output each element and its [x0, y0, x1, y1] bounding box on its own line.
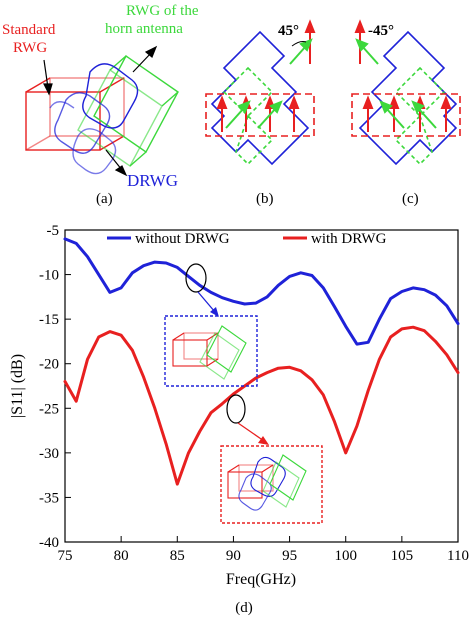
panel-b-caption: (b) — [256, 191, 274, 207]
panel-c-angle-label: -45° — [368, 23, 394, 39]
x-tick-label: 110 — [447, 548, 469, 564]
x-axis-ticks: 75 80 85 90 95 100 105 110 — [58, 536, 469, 564]
panel-c: -45° (c) — [351, 19, 461, 207]
x-tick-label: 75 — [58, 548, 73, 564]
x-axis-label: Freq(GHz) — [226, 571, 296, 588]
y-axis-label: |S11| (dB) — [9, 354, 26, 418]
horn-rwg-label-line1: RWG of the — [126, 3, 199, 19]
inset-box-without-drwg — [164, 315, 258, 387]
y-axis-ticks: -5 -10 -15 -20 -25 -30 -35 -40 — [39, 223, 71, 551]
panel-b-aperture — [205, 93, 315, 137]
y-tick-label: -10 — [39, 268, 59, 284]
panel-b-green-arrows — [225, 38, 313, 129]
s11-chart: -5 -10 -15 -20 -25 -30 -35 -40 75 80 85 90 95 100 105… — [9, 223, 469, 616]
drwg-label: DRWG — [127, 171, 178, 190]
x-tick-label: 80 — [114, 548, 129, 564]
x-tick-label: 85 — [170, 548, 185, 564]
horn-rwg-label-line2: horn antenna — [105, 21, 183, 37]
plot-frame — [64, 229, 459, 543]
panel-c-aperture — [351, 93, 461, 137]
y-tick-label: -30 — [39, 446, 59, 462]
panel-a-arrows — [43, 45, 158, 177]
y-tick-label: -40 — [39, 535, 59, 551]
y-tick-label: -35 — [39, 490, 59, 506]
series-line-without-drwg — [63, 237, 460, 346]
drwg-drawing — [49, 63, 139, 175]
legend: without DRWG with DRWG — [107, 231, 387, 247]
panel-d-caption: (d) — [235, 600, 253, 616]
inset-box-with-drwg — [220, 445, 323, 524]
inset-drawing-with-drwg — [227, 454, 307, 511]
inset-drawing-without-drwg — [172, 325, 247, 380]
annotation-arrow-red — [258, 436, 269, 445]
horn-rwg-drawing — [77, 54, 179, 168]
series-line-with-drwg — [63, 325, 460, 486]
annotation-ellipse-blue — [185, 263, 207, 293]
y-tick-label: -15 — [39, 312, 59, 328]
annotation-without-drwg — [164, 263, 258, 387]
panel-c-green-arrows — [355, 38, 437, 129]
legend-label-with-drwg: with DRWG — [311, 231, 387, 247]
standard-rwg-label-line1: Standard — [2, 22, 56, 38]
x-tick-label: 100 — [334, 548, 357, 564]
y-tick-label: -25 — [39, 401, 59, 417]
panel-c-caption: (c) — [402, 191, 419, 207]
panel-a: Standard RWG RWG of the horn antenna DRW… — [2, 3, 199, 207]
legend-label-without-drwg: without DRWG — [135, 231, 230, 247]
panel-b-angle-arc — [291, 41, 307, 47]
y-tick-label: -20 — [39, 357, 59, 373]
annotation-arrow-blue — [210, 307, 219, 317]
x-tick-label: 90 — [226, 548, 241, 564]
panel-b-angle-label: 45° — [278, 23, 299, 39]
annotation-ellipse-red — [226, 394, 246, 424]
panel-c-cross-shape — [358, 30, 458, 166]
series-lines — [63, 237, 460, 486]
y-tick-label: -5 — [47, 223, 60, 239]
x-tick-label: 105 — [391, 548, 414, 564]
panel-b: 45° (b) — [205, 19, 316, 207]
panel-a-caption: (a) — [96, 191, 113, 207]
x-tick-label: 95 — [282, 548, 297, 564]
standard-rwg-label-line2: RWG — [13, 40, 47, 56]
annotation-with-drwg — [220, 394, 323, 524]
